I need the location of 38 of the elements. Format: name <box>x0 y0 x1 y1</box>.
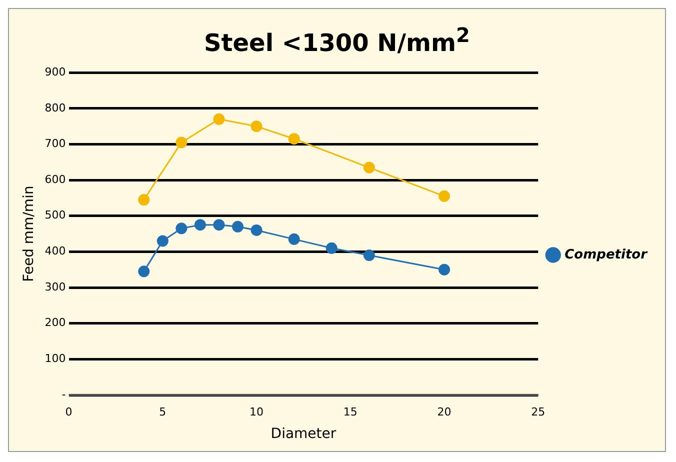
point <box>288 133 300 145</box>
point <box>213 113 225 125</box>
point <box>194 219 206 231</box>
x-axis-title: Diameter <box>270 426 336 442</box>
y-tick-label: 600 <box>44 172 66 186</box>
y-tick-label: 300 <box>44 280 66 294</box>
point <box>232 220 244 232</box>
x-tick-label: 0 <box>65 405 72 418</box>
point <box>176 136 188 148</box>
x-tick-label: 5 <box>159 405 166 418</box>
point <box>438 190 450 202</box>
point <box>138 194 150 206</box>
point <box>176 222 188 234</box>
y-axis-title: Feed mm/min <box>21 186 38 282</box>
point <box>326 242 338 254</box>
point <box>156 235 168 247</box>
y-tick-label: 500 <box>44 208 66 222</box>
chart-title: Steel <1300 N/mm$^{2}$ <box>203 22 471 59</box>
y-tick-label: 400 <box>44 244 66 258</box>
point <box>250 224 262 236</box>
point <box>288 233 300 245</box>
y-tick-label: 700 <box>44 137 66 150</box>
point <box>363 250 375 262</box>
legend-label: Competitor <box>564 247 649 262</box>
point <box>250 120 262 132</box>
x-tick-label: 10 <box>250 405 264 418</box>
y-tick-label: - <box>62 388 66 401</box>
y-tick-label: 200 <box>44 316 66 330</box>
point <box>138 266 150 278</box>
point <box>363 162 375 174</box>
x-tick-label: 25 <box>531 405 546 418</box>
point <box>438 264 450 276</box>
y-tick-label: 100 <box>44 352 66 366</box>
y-tick-label: 800 <box>44 101 66 114</box>
x-tick-label: 15 <box>343 405 358 418</box>
point <box>213 219 225 231</box>
x-tick-label: 20 <box>437 405 452 418</box>
y-tick-label: 900 <box>44 65 66 78</box>
